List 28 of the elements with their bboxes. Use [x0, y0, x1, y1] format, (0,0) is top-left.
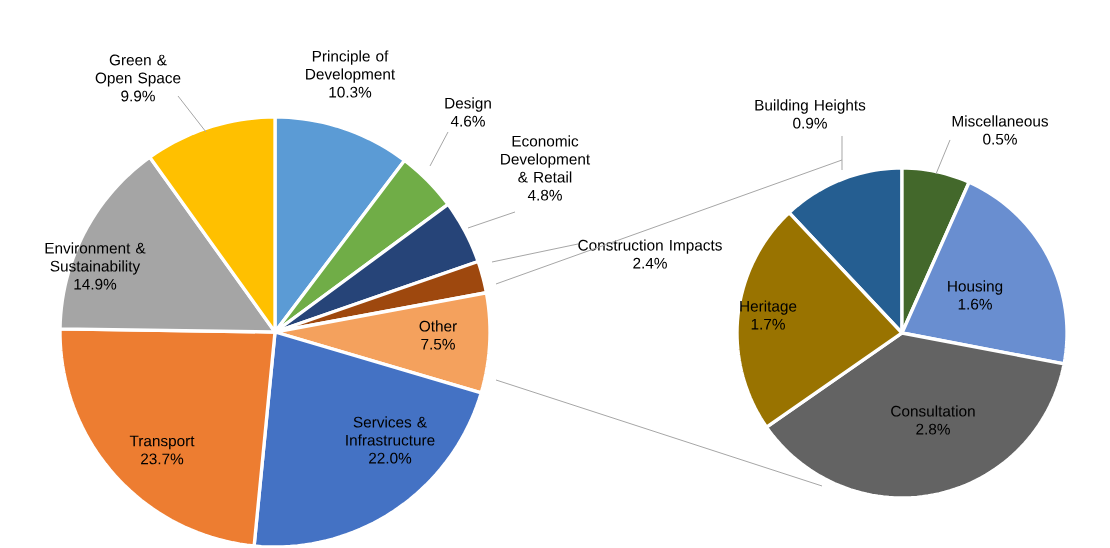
slice-label: Building Heights	[755, 99, 866, 114]
data-label: 9.9%	[121, 90, 155, 102]
slice-label: Environment & Sustainability	[45, 242, 146, 275]
data-label: 1.7%	[751, 318, 785, 330]
slice-label: Green & Open Space	[95, 54, 181, 87]
slice-label: Construction Impacts	[578, 239, 722, 254]
slice-label: Economic Development & Retail	[501, 135, 591, 183]
data-label: 4.6%	[450, 115, 485, 127]
data-label: 22.0%	[369, 452, 412, 464]
data-label: 14.9%	[74, 278, 117, 290]
slice-label: Principle of Development	[306, 50, 396, 83]
data-label: 2.8%	[916, 423, 950, 435]
slice-label: Services & Infrastructure	[346, 416, 435, 446]
slice-label: Transport	[129, 435, 195, 450]
data-label: 7.5%	[421, 338, 455, 350]
slice-label: Other	[419, 320, 457, 332]
data-label: 10.3%	[329, 86, 372, 98]
data-label: 23.7%	[141, 453, 184, 465]
slice-label: Housing	[948, 280, 1003, 295]
data-label: 2.4%	[633, 257, 667, 269]
slice-label: Design	[445, 97, 491, 112]
slice-label: Consultation	[891, 405, 975, 417]
data-label: 0.5%	[983, 133, 1017, 145]
data-label: 0.9%	[793, 117, 827, 129]
slice-label: Heritage	[740, 300, 797, 315]
slice-label: Miscellaneous	[952, 115, 1049, 127]
data-label: 4.8%	[527, 189, 562, 201]
data-label: 1.6%	[958, 298, 992, 310]
